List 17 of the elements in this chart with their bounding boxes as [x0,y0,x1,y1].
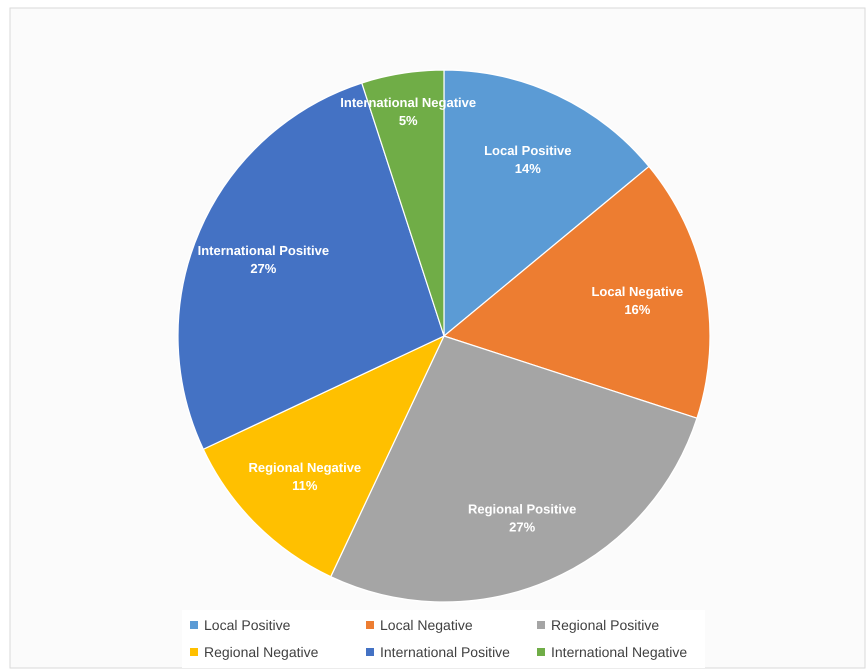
data-label: 14% [514,160,542,176]
data-label: 27% [250,260,277,276]
data-label: 16% [624,302,651,318]
slice-label: Local Positive [484,142,572,158]
legend-label: Local Positive [204,617,291,633]
data-label: 5% [398,113,418,128]
legend-label: Regional Negative [204,644,319,660]
slice-label: Local Negative [591,284,684,300]
legend-label: International Negative [551,644,688,660]
data-label: 27% [509,520,536,535]
legend-label: Regional Positive [551,617,660,633]
slice-label: International Positive [198,242,330,258]
legend-label: International Positive [380,644,510,660]
slice-label: Regional Positive [468,502,576,517]
data-label: 11% [292,478,318,494]
slice-label: Regional Negative [248,460,362,476]
legend-label: Local Negative [380,617,473,633]
